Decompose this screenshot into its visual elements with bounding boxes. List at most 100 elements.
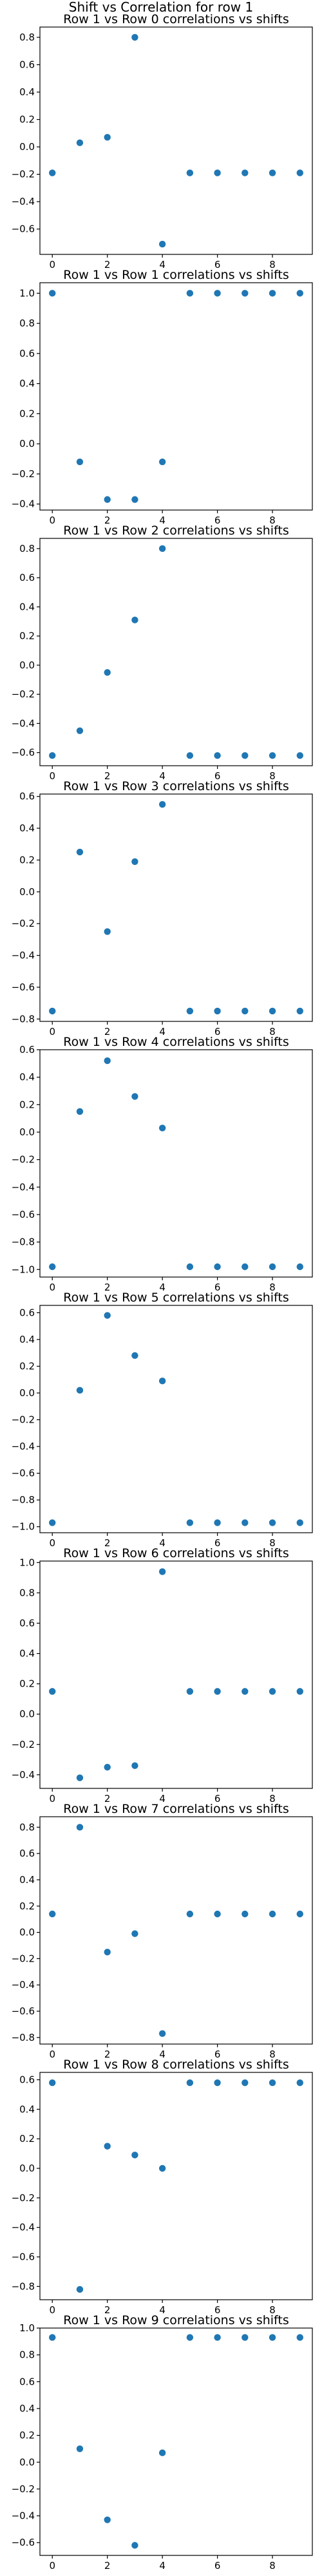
data-point [131,1093,138,1100]
y-tick-label: 0.2 [19,630,35,642]
x-tick-label: 4 [159,1537,166,1549]
data-point [158,1124,166,1132]
data-point [76,2286,84,2293]
y-tick-label: −0.8 [12,1494,35,1506]
data-point [269,290,276,297]
data-point [242,1263,249,1271]
y-tick-label: 0.0 [19,886,35,898]
x-tick-label: 4 [159,1793,166,1804]
data-point [49,752,56,759]
y-tick-label: 0.4 [19,1334,35,1345]
x-tick-label: 6 [214,259,221,270]
y-tick-label: −0.6 [12,2005,35,2017]
subplot-1: Row 1 vs Row 1 correlations vs shifts −0.… [12,268,313,526]
subplot-4: Row 1 vs Row 4 correlations vs shifts −1.… [12,1035,313,1293]
y-tick-label: 0.6 [19,2074,35,2085]
y-tick-label: −0.4 [12,1979,35,1991]
data-point [158,1568,166,1575]
y-tick-label: −0.2 [12,2192,35,2204]
x-tick-label: 4 [159,1026,166,1037]
data-point [76,139,84,146]
subplot-title: Row 1 vs Row 1 correlations vs shifts [63,268,289,282]
axes-frame [39,1560,313,1789]
x-tick-label: 8 [269,2049,276,2060]
data-point [131,2542,138,2549]
data-point [131,1352,138,1359]
y-tick-label: 0.6 [19,791,35,802]
data-point [158,240,166,248]
x-tick-label: 6 [214,1537,221,1549]
data-point [242,752,249,759]
x-tick-label: 4 [159,1282,166,1293]
subplot-5: Row 1 vs Row 5 correlations vs shifts −1.… [12,1291,313,1549]
y-tick-label: −0.6 [12,223,35,235]
y-tick-label: 0.6 [19,348,35,359]
data-point [49,1910,56,1918]
x-tick-label: 2 [104,770,111,782]
y-tick-label: 1.0 [19,2322,35,2334]
data-point [269,1910,276,1918]
y-tick-label: 0.2 [19,408,35,419]
y-tick-label: 0.0 [19,659,35,671]
x-tick-label: 2 [104,2304,111,2316]
data-point [242,290,249,297]
x-tick-label: 2 [104,2560,111,2571]
data-point [269,1007,276,1015]
subplot-title: Row 1 vs Row 0 correlations vs shifts [63,12,289,26]
data-point [296,1007,303,1015]
data-point [158,2449,166,2456]
data-point [242,1688,249,1695]
y-tick-label: 0.8 [19,1587,35,1598]
y-tick-label: 0.0 [19,1709,35,1720]
data-point [186,1688,194,1695]
data-point [76,1774,84,1781]
y-tick-label: 0.4 [19,2103,35,2115]
x-tick-label: 0 [49,1537,55,1549]
y-tick-label: −0.6 [12,1209,35,1220]
data-point [296,169,303,176]
x-tick-label: 2 [104,259,111,270]
subplot-title: Row 1 vs Row 5 correlations vs shifts [63,1291,289,1305]
y-tick-label: −0.6 [12,2251,35,2263]
x-tick-label: 0 [49,515,55,526]
x-tick-label: 0 [49,770,55,782]
data-point [269,169,276,176]
axes-frame [39,2072,313,2300]
data-point [242,1007,249,1015]
data-point [214,290,221,297]
axes-frame [39,282,313,511]
data-point [49,1007,56,1015]
y-tick-label: 0.2 [19,2133,35,2145]
subplot-stack: Row 1 vs Row 0 correlations vs shifts −0.… [12,12,313,2571]
data-point [76,2445,84,2452]
data-point [131,1762,138,1769]
x-tick-label: 0 [49,1282,55,1293]
data-point [158,458,166,466]
x-tick-label: 8 [269,770,276,782]
y-tick-label: −0.2 [12,1739,35,1750]
data-point [76,1108,84,1115]
axes-frame [39,1305,313,1533]
x-tick-label: 6 [214,1793,221,1804]
y-tick-label: 0.2 [19,114,35,126]
data-point [296,1688,303,1695]
data-point [296,290,303,297]
y-tick-label: −0.4 [12,1441,35,1452]
data-point [131,616,138,623]
data-point [49,1688,56,1695]
data-point [242,2334,249,2341]
y-tick-label: 0.2 [19,1678,35,1690]
x-tick-label: 2 [104,1026,111,1037]
data-point [104,496,111,503]
data-point [76,727,84,734]
subplot-2: Row 1 vs Row 2 correlations vs shifts −0.… [12,524,313,782]
x-tick-label: 6 [214,770,221,782]
data-point [131,33,138,41]
data-point [296,1910,303,1918]
y-tick-label: −0.2 [12,468,35,480]
data-point [104,133,111,141]
data-point [269,1519,276,1526]
y-tick-label: 0.6 [19,572,35,583]
data-point [296,1519,303,1526]
